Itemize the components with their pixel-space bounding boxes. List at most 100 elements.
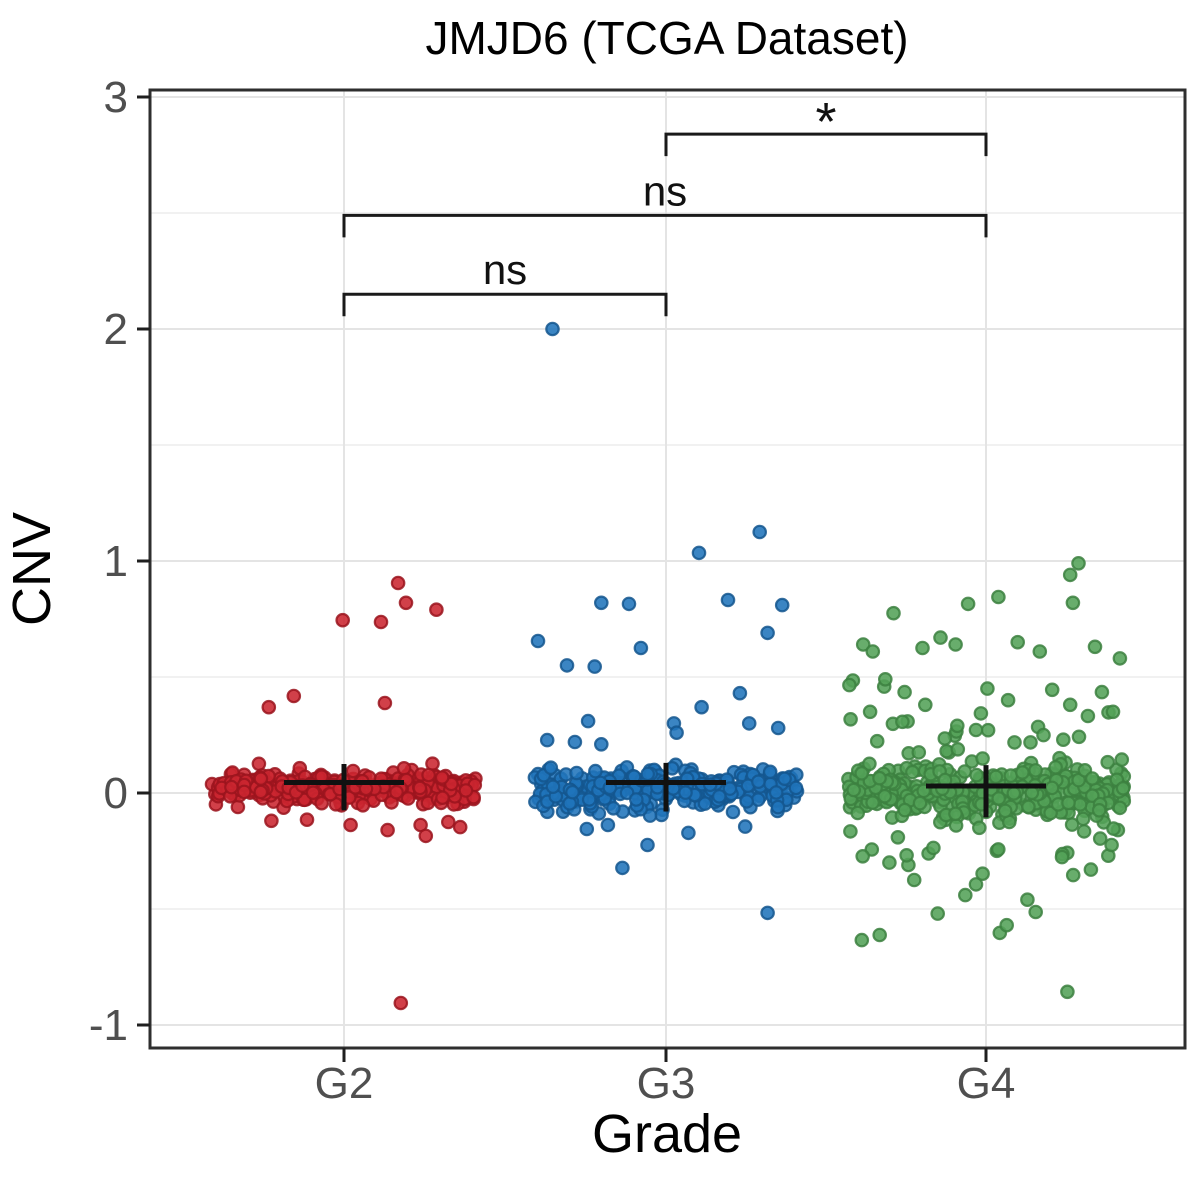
data-point-g3 (681, 825, 696, 841)
data-point-g2 (264, 813, 279, 829)
data-point-g3 (691, 545, 707, 561)
data-point-g4 (886, 605, 901, 621)
data-point-g4 (1007, 735, 1022, 750)
data-point-g4 (1028, 904, 1043, 920)
data-point-g4 (1072, 797, 1088, 812)
data-point-g3 (669, 725, 684, 740)
y-tick-label: -1 (89, 1001, 128, 1050)
data-point-g4 (975, 751, 990, 766)
data-point-g4 (872, 770, 887, 786)
data-point-g3 (606, 800, 621, 816)
data-point-g4 (971, 820, 987, 836)
data-point-g4 (911, 745, 927, 760)
data-point-g3 (760, 905, 775, 921)
significance-label: * (815, 92, 836, 152)
bracket-line (342, 292, 668, 317)
data-point-g4 (1083, 862, 1099, 877)
data-point-g3 (750, 792, 766, 807)
data-point-g4 (1100, 754, 1115, 770)
data-point-g4 (1054, 849, 1070, 865)
data-point-g4 (897, 802, 913, 818)
data-point-g2 (393, 995, 409, 1011)
y-tick-label: 3 (104, 73, 128, 122)
data-point-g4 (991, 589, 1006, 605)
data-point-g4 (1021, 799, 1036, 815)
data-point-g4 (1092, 831, 1108, 846)
mean-error-bars (284, 762, 1046, 818)
data-point-g4 (926, 840, 941, 856)
data-point-g4 (854, 765, 869, 781)
data-point-g4 (917, 697, 933, 713)
data-point-g2 (335, 612, 350, 628)
data-point-g4 (949, 718, 965, 734)
data-point-g3 (587, 659, 602, 674)
data-point-g3 (581, 792, 597, 807)
data-point-g4 (890, 829, 906, 845)
data-point-g4 (1061, 795, 1076, 811)
data-point-g3 (530, 633, 546, 649)
data-point-g4 (1104, 837, 1119, 853)
data-point-g2 (390, 575, 406, 591)
data-point-g2 (251, 756, 267, 772)
data-point-g4 (850, 805, 865, 821)
data-point-g3 (588, 763, 603, 779)
data-point-g4 (895, 714, 910, 730)
x-tick-label: G2 (315, 1059, 374, 1108)
data-point-g4 (877, 788, 892, 804)
data-point-g4 (1003, 768, 1019, 783)
data-point-g4 (1065, 867, 1081, 883)
data-point-g4 (1028, 763, 1043, 778)
data-point-g4 (948, 818, 964, 833)
data-point-g4 (1056, 732, 1071, 747)
data-point-g3 (774, 597, 790, 613)
data-point-g4 (957, 764, 972, 779)
data-point-g4 (1000, 692, 1016, 708)
data-point-g2 (286, 688, 302, 704)
data-point-g2 (345, 763, 361, 779)
data-point-g2 (299, 812, 315, 827)
data-point-g4 (846, 782, 861, 798)
data-point-g3 (770, 799, 786, 815)
data-point-g4 (1080, 708, 1096, 724)
data-point-g4 (948, 637, 963, 652)
data-point-g3 (697, 796, 713, 811)
data-point-g3 (777, 771, 792, 786)
data-point-g4 (1023, 735, 1038, 750)
plot-title: JMJD6 (TCGA Dataset) (425, 12, 908, 64)
data-point-g4 (905, 764, 920, 780)
data-point-g4 (1036, 727, 1051, 743)
x-axis-label: Grade (592, 1104, 742, 1164)
data-point-g4 (968, 722, 984, 738)
data-point-g2 (412, 780, 428, 796)
data-point-g3 (543, 760, 559, 775)
data-point-g4 (906, 872, 922, 888)
data-point-g2 (305, 785, 321, 800)
data-point-g4 (1071, 555, 1086, 571)
data-point-g3 (559, 658, 575, 673)
error-bar-g3 (606, 762, 726, 812)
data-point-g4 (1064, 817, 1080, 832)
data-point-g4 (897, 684, 912, 700)
bracket-g3-g4: * (664, 92, 988, 157)
data-point-g4 (882, 855, 897, 870)
data-point-g4 (1010, 634, 1025, 650)
axis-ticks (137, 95, 988, 1062)
error-bar-g2 (284, 764, 404, 811)
data-point-g3 (569, 765, 584, 781)
points-group-g2 (204, 575, 483, 1011)
y-axis-label: CNV (2, 512, 62, 626)
data-point-g3 (621, 596, 637, 612)
data-point-g4 (1065, 595, 1081, 611)
data-point-g4 (912, 795, 928, 811)
data-point-g4 (855, 637, 871, 652)
data-point-g3 (567, 734, 583, 750)
data-point-g4 (1044, 780, 1060, 796)
data-point-g4 (1105, 704, 1121, 720)
data-point-g2 (224, 779, 239, 795)
data-point-g4 (957, 887, 973, 903)
data-point-g3 (628, 792, 644, 807)
points-group-g4 (841, 555, 1132, 1000)
data-point-g2 (377, 695, 393, 711)
y-tick-label: 1 (104, 537, 128, 586)
